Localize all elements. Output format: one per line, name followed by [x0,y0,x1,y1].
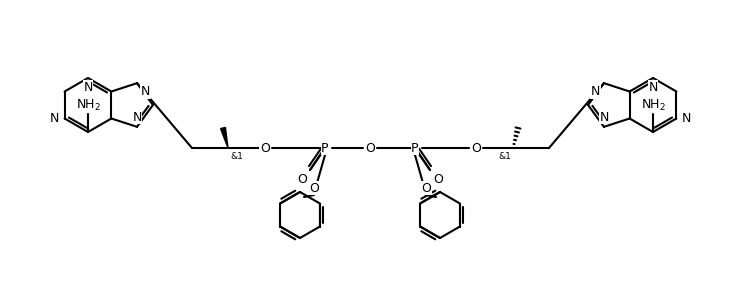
Text: N: N [83,81,93,94]
Text: N: N [682,112,691,125]
Text: O: O [297,173,307,186]
Text: O: O [260,142,270,154]
Text: &1: &1 [230,152,243,161]
Text: NH$_2$: NH$_2$ [640,98,665,113]
Text: O: O [365,142,375,154]
Text: O: O [471,142,481,154]
Text: &1: &1 [498,152,511,161]
Text: N: N [50,112,59,125]
Text: O: O [309,182,319,194]
Text: NH$_2$: NH$_2$ [76,98,101,113]
Text: N: N [141,85,150,98]
Text: P: P [322,142,329,154]
Text: N: N [599,111,608,124]
Text: N: N [648,81,658,94]
Text: P: P [411,142,419,154]
Text: N: N [133,111,142,124]
Text: N: N [591,85,600,98]
Polygon shape [221,127,228,148]
Text: O: O [433,173,443,186]
Text: O: O [421,182,431,194]
